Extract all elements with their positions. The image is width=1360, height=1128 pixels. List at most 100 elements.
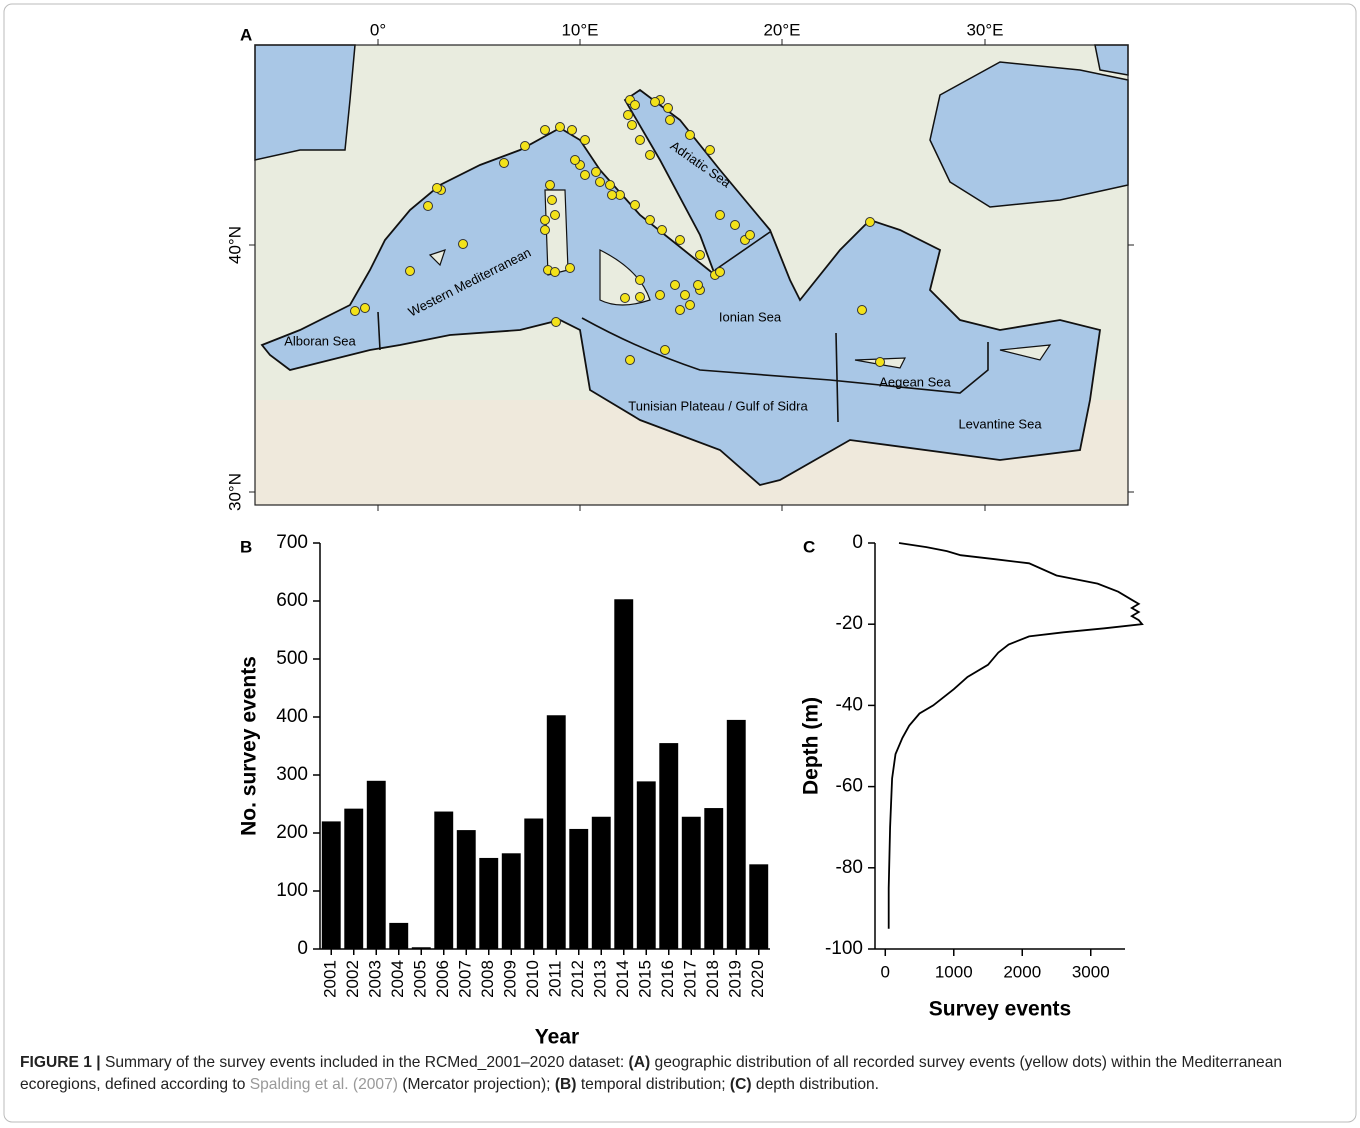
- survey-dot: [676, 306, 685, 315]
- x-tick-label: 2020: [748, 960, 767, 998]
- figure: A B C 0°10°E20°E30°E40°N30°NAlboran SeaW…: [0, 0, 1360, 1128]
- survey-dot: [521, 142, 530, 151]
- y-tick-label: -20: [836, 613, 863, 634]
- bar: [637, 781, 656, 949]
- x-tick-label: 2013: [591, 960, 610, 998]
- survey-dot: [548, 196, 557, 205]
- survey-dot: [731, 221, 740, 230]
- y-tick-label: 300: [276, 764, 308, 785]
- survey-dot: [361, 304, 370, 313]
- x-axis-label: Survey events: [929, 998, 1071, 1021]
- survey-dot: [658, 226, 667, 235]
- bar: [592, 817, 611, 949]
- lat-label: 30°N: [225, 473, 244, 511]
- x-tick-label: 2008: [478, 960, 497, 998]
- survey-dot: [566, 264, 575, 273]
- caption-text: temporal distribution;: [577, 1076, 730, 1093]
- caption-text: (B): [555, 1076, 577, 1093]
- x-tick-label: 2005: [411, 960, 430, 998]
- survey-dot: [541, 226, 550, 235]
- survey-dot: [866, 218, 875, 227]
- y-tick-label: 700: [276, 532, 308, 553]
- survey-dot: [541, 126, 550, 135]
- survey-dot: [746, 231, 755, 240]
- bar: [389, 923, 408, 949]
- caption-text: (A): [629, 1054, 651, 1071]
- survey-dot: [581, 136, 590, 145]
- survey-dot: [551, 268, 560, 277]
- caption-text: Summary of the survey events included in…: [101, 1054, 629, 1071]
- survey-dot: [568, 126, 577, 135]
- survey-dot: [552, 318, 561, 327]
- x-axis-label: Year: [535, 1026, 579, 1049]
- bar: [749, 864, 768, 949]
- survey-dot: [656, 291, 665, 300]
- lon-label: 0°: [370, 20, 386, 39]
- survey-dot: [858, 306, 867, 315]
- map-base: [255, 45, 1128, 505]
- survey-dot: [556, 123, 565, 132]
- bar: [479, 858, 498, 949]
- survey-dot: [406, 267, 415, 276]
- x-tick-label: 2018: [703, 960, 722, 998]
- y-tick-label: 600: [276, 590, 308, 611]
- y-tick-label: 400: [276, 706, 308, 727]
- survey-dot: [661, 346, 670, 355]
- y-tick-label: -40: [836, 694, 863, 715]
- x-tick-label: 2009: [501, 960, 520, 998]
- bar: [547, 715, 566, 949]
- x-tick-label: 2010: [523, 960, 542, 998]
- caption-text: (Mercator projection);: [398, 1076, 555, 1093]
- survey-dot: [606, 181, 615, 190]
- survey-dot: [651, 98, 660, 107]
- x-tick-label: 2015: [636, 960, 655, 998]
- x-tick-label: 3000: [1072, 962, 1110, 981]
- survey-dot: [686, 131, 695, 140]
- bar: [682, 817, 701, 949]
- survey-dot: [676, 236, 685, 245]
- survey-dot: [631, 201, 640, 210]
- bar: [322, 821, 341, 949]
- lon-label: 30°E: [966, 20, 1003, 39]
- bar: [457, 830, 476, 949]
- survey-dot: [541, 216, 550, 225]
- bar: [569, 829, 588, 949]
- region-label: Tunisian Plateau / Gulf of Sidra: [628, 398, 808, 413]
- bar: [367, 781, 386, 949]
- x-tick-label: 2003: [366, 960, 385, 998]
- survey-dot: [636, 293, 645, 302]
- y-tick-label: -100: [825, 938, 863, 959]
- y-tick-label: 0: [852, 532, 863, 553]
- survey-dot: [571, 156, 580, 165]
- survey-dot: [716, 211, 725, 220]
- survey-dot: [433, 184, 442, 193]
- survey-dot: [636, 276, 645, 285]
- survey-dot: [628, 121, 637, 130]
- caption-text: FIGURE 1 |: [20, 1054, 101, 1071]
- y-tick-label: -80: [836, 857, 863, 878]
- x-tick-label: 2012: [568, 960, 587, 998]
- y-axis-label: No. survey events: [238, 656, 261, 836]
- caption-text: depth distribution.: [752, 1076, 879, 1093]
- page: A B C 0°10°E20°E30°E40°N30°NAlboran SeaW…: [0, 0, 1360, 1128]
- y-tick-label: 500: [276, 648, 308, 669]
- survey-dot: [696, 251, 705, 260]
- x-tick-label: 2004: [388, 960, 407, 998]
- depth-line: [889, 543, 1142, 929]
- survey-dot: [592, 168, 601, 177]
- caption-text[interactable]: Spalding et al. (2007): [250, 1076, 398, 1093]
- x-tick-label: 2011: [546, 961, 565, 998]
- survey-dot: [626, 356, 635, 365]
- region-label: Aegean Sea: [879, 374, 951, 389]
- panel-label: B: [240, 537, 252, 556]
- x-tick-label: 2006: [433, 960, 452, 998]
- caption: FIGURE 1 | Summary of the survey events …: [20, 1052, 1345, 1096]
- survey-dot: [631, 101, 640, 110]
- bar: [344, 809, 363, 949]
- x-tick-label: 2007: [456, 960, 475, 998]
- x-tick-label: 2000: [1003, 962, 1041, 981]
- bar: [704, 808, 723, 949]
- lon-label: 10°E: [561, 20, 598, 39]
- y-tick-label: 200: [276, 822, 308, 843]
- bar: [412, 947, 431, 949]
